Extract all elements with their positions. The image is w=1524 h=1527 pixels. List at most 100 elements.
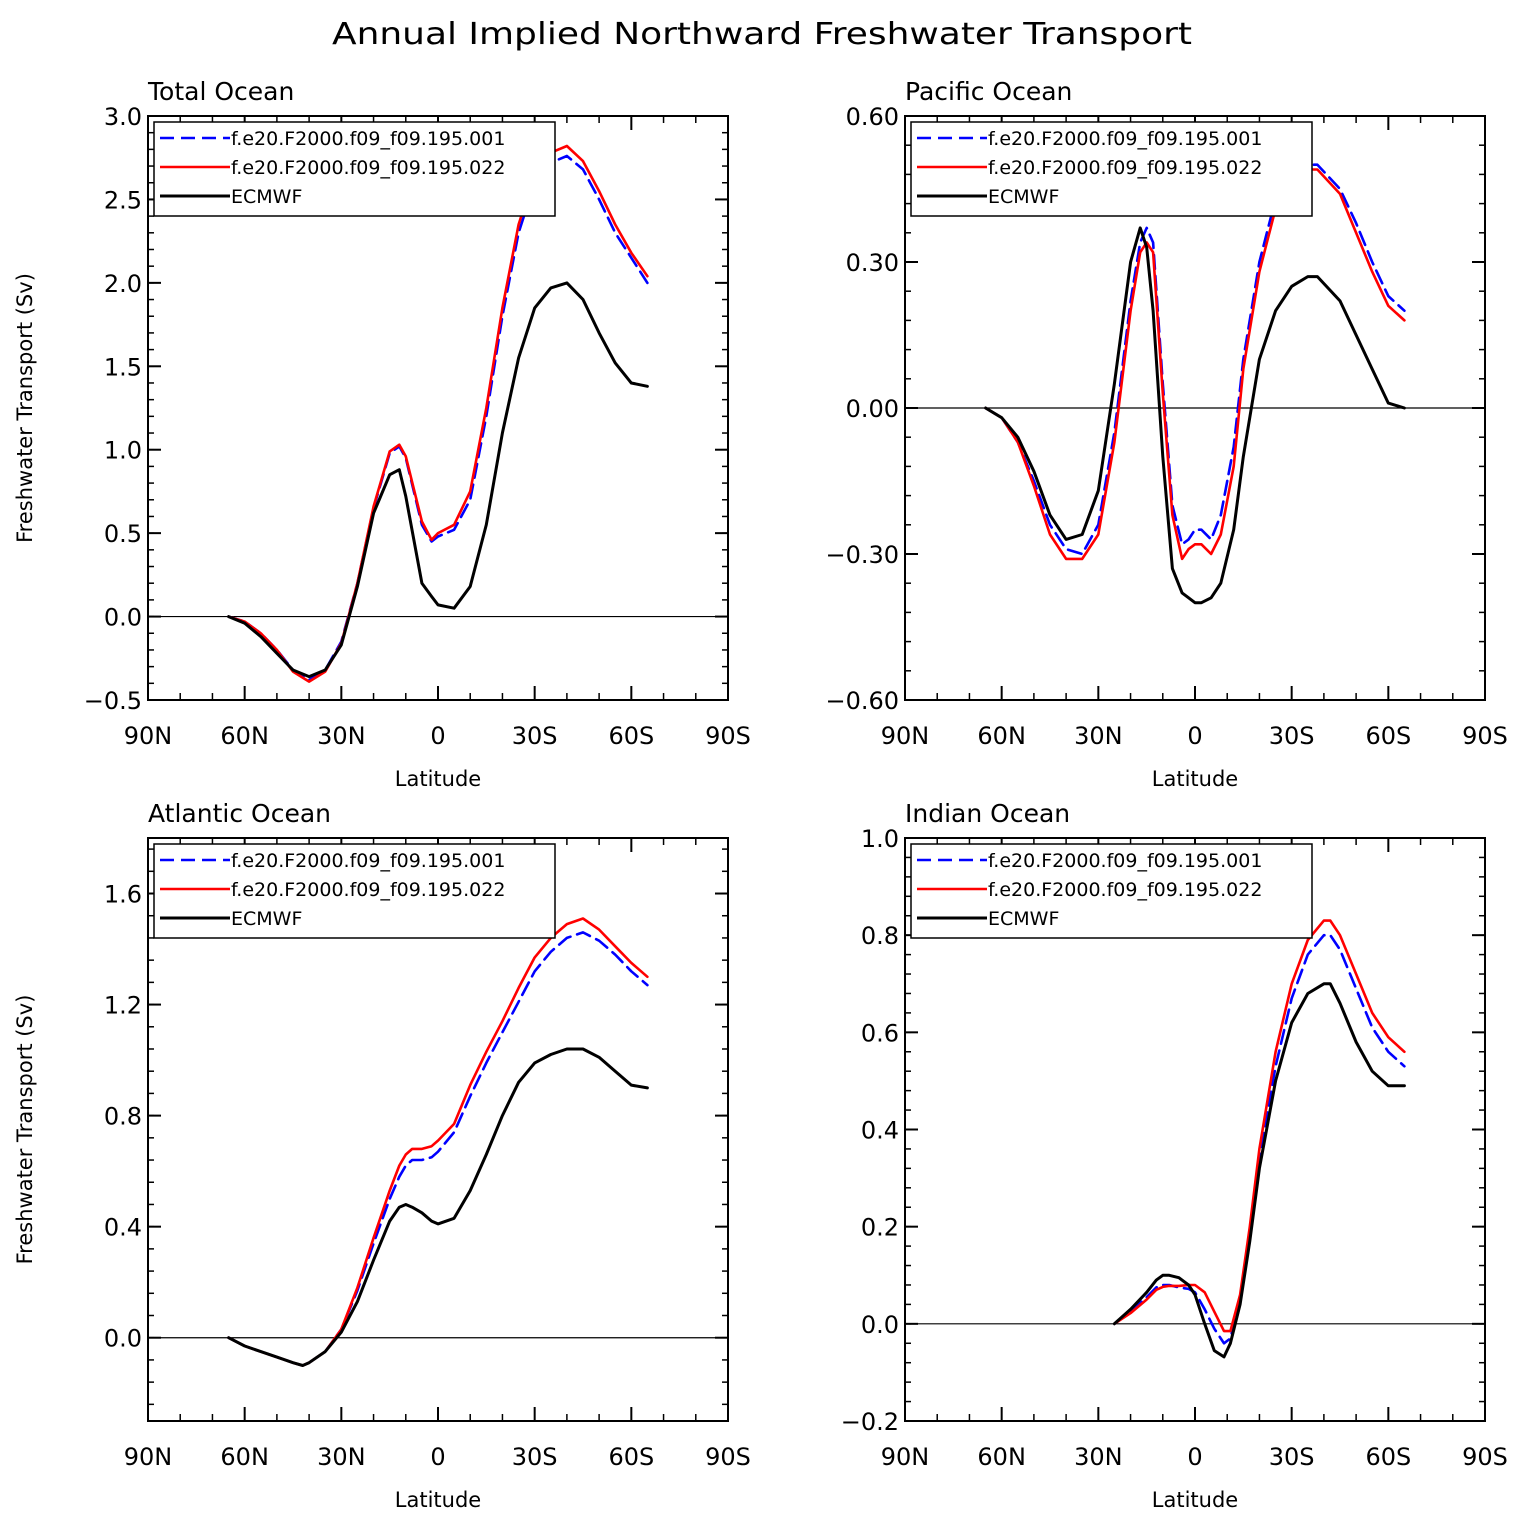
legend-label: f.e20.F2000.f09_f09.195.022 — [988, 157, 1262, 179]
series-line-3 — [227, 281, 649, 679]
x-tick-label: 30S — [1269, 1443, 1315, 1471]
y-tick-label: 2.0 — [104, 270, 142, 298]
y-tick-label: −0.30 — [825, 541, 899, 569]
legend: f.e20.F2000.f09_f09.195.001 f.e20.F2000.f… — [910, 843, 1313, 939]
y-tick-label: 0.6 — [861, 1019, 899, 1047]
legend-label: f.e20.F2000.f09_f09.195.022 — [231, 879, 505, 901]
y-tick-label: 0.00 — [846, 395, 899, 423]
x-tick-label: 0 — [1187, 1443, 1202, 1471]
legend-label: f.e20.F2000.f09_f09.195.022 — [231, 157, 505, 179]
y-tick-label: 0.0 — [104, 1325, 142, 1353]
panel-title: Atlantic Ocean — [148, 799, 331, 828]
y-tick-label: 1.0 — [861, 825, 899, 853]
y-tick-label: 0.4 — [861, 1117, 899, 1145]
y-tick-label: 1.5 — [104, 353, 142, 381]
y-tick-label: 0.8 — [104, 1103, 142, 1131]
y-tick-label: 0.60 — [846, 103, 899, 131]
series-line-2 — [984, 168, 1406, 561]
x-axis-label: Latitude — [1152, 767, 1238, 791]
chart-panel-4: Indian Ocean 90N 60N 30N 0 30S 60S 90S Latitude −… — [841, 799, 1508, 1512]
legend: f.e20.F2000.f09_f09.195.001 f.e20.F2000.f… — [153, 843, 556, 939]
y-tick-label: −0.5 — [84, 687, 142, 715]
legend-label: f.e20.F2000.f09_f09.195.001 — [231, 128, 505, 150]
series-line-1 — [984, 163, 1406, 556]
x-tick-label: 0 — [430, 722, 445, 750]
x-tick-label: 90S — [705, 722, 751, 750]
legend: f.e20.F2000.f09_f09.195.001 f.e20.F2000.f… — [153, 121, 556, 217]
y-tick-label: 0.30 — [846, 249, 899, 277]
x-tick-label: 30N — [1074, 722, 1123, 750]
x-axis-label: Latitude — [1152, 1488, 1238, 1512]
x-tick-label: 30S — [1269, 722, 1315, 750]
y-tick-label: 1.0 — [104, 437, 142, 465]
x-tick-label: 30N — [317, 1443, 366, 1471]
legend: f.e20.F2000.f09_f09.195.001 f.e20.F2000.f… — [910, 121, 1313, 217]
legend-box — [910, 843, 1313, 939]
series-line-3 — [1112, 982, 1406, 1359]
chart-panel-1: Total Ocean 90N 60N 30N 0 30S 60S 90S Latitude −0… — [13, 77, 751, 791]
series-line-1 — [227, 154, 649, 682]
series-line-2 — [227, 144, 649, 683]
series-line-2 — [227, 917, 649, 1367]
legend-label: f.e20.F2000.f09_f09.195.001 — [988, 128, 1262, 150]
x-tick-label: 60N — [220, 1443, 269, 1471]
series-line-1 — [1113, 933, 1406, 1345]
x-tick-label: 30S — [512, 722, 558, 750]
panel-title: Total Ocean — [147, 77, 294, 106]
x-tick-label: 90N — [881, 1443, 930, 1471]
y-axis-label: Freshwater Transport (Sv) — [13, 273, 37, 543]
x-axis-label: Latitude — [395, 1488, 481, 1512]
y-tick-label: −0.60 — [825, 687, 899, 715]
legend-label: ECMWF — [988, 908, 1059, 930]
x-tick-label: 60S — [608, 1443, 654, 1471]
x-tick-label: 30N — [317, 722, 366, 750]
x-tick-label: 90N — [124, 722, 173, 750]
legend-label: ECMWF — [988, 186, 1059, 208]
y-tick-label: 0.0 — [104, 604, 142, 632]
y-tick-label: 0.5 — [104, 520, 142, 548]
x-tick-label: 0 — [1187, 722, 1202, 750]
y-tick-label: −0.2 — [841, 1408, 899, 1436]
y-tick-label: 0.8 — [861, 922, 899, 950]
x-tick-label: 30S — [512, 1443, 558, 1471]
x-axis-label: Latitude — [395, 767, 481, 791]
x-tick-label: 60S — [1365, 1443, 1411, 1471]
x-tick-label: 60N — [977, 1443, 1026, 1471]
x-tick-label: 60S — [608, 722, 654, 750]
legend-box — [153, 843, 556, 939]
x-tick-label: 0 — [430, 1443, 445, 1471]
x-tick-label: 60S — [1365, 722, 1411, 750]
legend-label: f.e20.F2000.f09_f09.195.001 — [988, 850, 1262, 872]
x-tick-label: 90S — [705, 1443, 751, 1471]
y-tick-label: 1.6 — [104, 881, 142, 909]
y-tick-label: 0.2 — [861, 1214, 899, 1242]
panels: Total Ocean 90N 60N 30N 0 30S 60S 90S Latitude −0… — [13, 77, 1508, 1512]
panel-title: Indian Ocean — [905, 799, 1070, 828]
x-tick-label: 90S — [1462, 1443, 1508, 1471]
series-line-1 — [227, 931, 649, 1367]
y-tick-label: 3.0 — [104, 103, 142, 131]
y-tick-label: 2.5 — [104, 186, 142, 214]
legend-label: ECMWF — [231, 908, 302, 930]
x-tick-label: 60N — [220, 722, 269, 750]
y-tick-label: 1.2 — [104, 992, 142, 1020]
legend-box — [153, 121, 556, 217]
series-line-3 — [984, 226, 1406, 605]
legend-label: f.e20.F2000.f09_f09.195.022 — [988, 879, 1262, 901]
legend-box — [910, 121, 1313, 217]
x-tick-label: 60N — [977, 722, 1026, 750]
legend-label: f.e20.F2000.f09_f09.195.001 — [231, 850, 505, 872]
x-tick-label: 30N — [1074, 1443, 1123, 1471]
x-tick-label: 90N — [881, 722, 930, 750]
x-tick-label: 90N — [124, 1443, 173, 1471]
figure-title: Annual Implied Northward Freshwater Tran… — [332, 17, 1192, 52]
y-axis-label: Freshwater Transport (Sv) — [13, 995, 37, 1265]
y-tick-label: 0.4 — [104, 1214, 142, 1242]
chart-panel-3: Atlantic Ocean 90N 60N 30N 0 30S 60S 90S Latitud… — [13, 799, 751, 1512]
panel-title: Pacific Ocean — [905, 77, 1072, 106]
chart-panel-2: Pacific Ocean 90N 60N 30N 0 30S 60S 90S Latitude… — [825, 77, 1507, 791]
legend-label: ECMWF — [231, 186, 302, 208]
series-line-3 — [227, 1047, 649, 1367]
series-line-2 — [1113, 919, 1406, 1333]
